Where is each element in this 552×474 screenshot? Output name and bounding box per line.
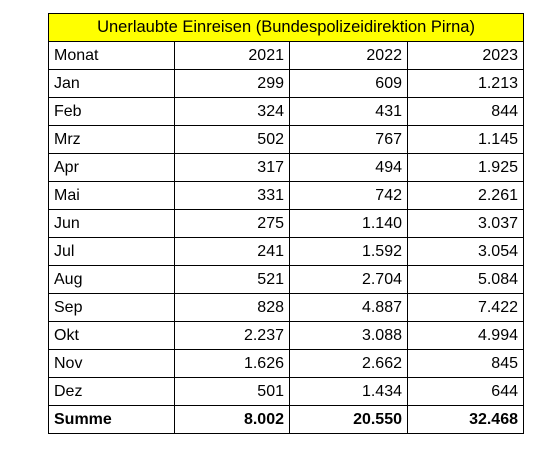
value-cell-2022: 1.592 <box>289 237 408 266</box>
value-cell-2021: 1.626 <box>174 349 290 378</box>
table-row: Jan 299 609 1.213 <box>48 69 524 98</box>
header-month: Monat <box>48 41 175 70</box>
header-year-2021: 2021 <box>174 41 290 70</box>
entries-table: Unerlaubte Einreisen (Bundespolizeidirek… <box>48 13 524 434</box>
value-cell-2021: 502 <box>174 125 290 154</box>
value-cell-2023: 845 <box>407 349 524 378</box>
value-cell-2021: 275 <box>174 209 290 238</box>
value-cell-2021: 331 <box>174 181 290 210</box>
value-cell-2023: 644 <box>407 377 524 406</box>
value-cell-2021: 299 <box>174 69 290 98</box>
table-row: Jun 275 1.140 3.037 <box>48 209 524 238</box>
month-cell: Aug <box>48 265 175 294</box>
value-cell-2023: 3.054 <box>407 237 524 266</box>
table-row: Nov 1.626 2.662 845 <box>48 349 524 378</box>
table-row: Apr 317 494 1.925 <box>48 153 524 182</box>
value-cell-2022: 609 <box>289 69 408 98</box>
month-cell: Apr <box>48 153 175 182</box>
value-cell-2023: 1.145 <box>407 125 524 154</box>
value-cell-2021: 828 <box>174 293 290 322</box>
table-row: Dez 501 1.434 644 <box>48 377 524 406</box>
value-cell-2021: 317 <box>174 153 290 182</box>
value-cell-2022: 494 <box>289 153 408 182</box>
header-row: Monat 2021 2022 2023 <box>48 41 524 70</box>
value-cell-2021: 324 <box>174 97 290 126</box>
total-row: Summe 8.002 20.550 32.468 <box>48 405 524 434</box>
value-cell-2022: 1.434 <box>289 377 408 406</box>
table-row: Mrz 502 767 1.145 <box>48 125 524 154</box>
value-cell-2021: 2.237 <box>174 321 290 350</box>
month-cell: Feb <box>48 97 175 126</box>
value-cell-2021: 241 <box>174 237 290 266</box>
value-cell-2023: 7.422 <box>407 293 524 322</box>
month-cell: Mai <box>48 181 175 210</box>
month-cell: Nov <box>48 349 175 378</box>
total-label: Summe <box>48 405 175 434</box>
total-value-2023: 32.468 <box>407 405 524 434</box>
table-title: Unerlaubte Einreisen (Bundespolizeidirek… <box>48 13 524 42</box>
value-cell-2023: 4.994 <box>407 321 524 350</box>
value-cell-2022: 2.704 <box>289 265 408 294</box>
value-cell-2023: 3.037 <box>407 209 524 238</box>
value-cell-2022: 431 <box>289 97 408 126</box>
title-row: Unerlaubte Einreisen (Bundespolizeidirek… <box>48 13 524 42</box>
value-cell-2022: 2.662 <box>289 349 408 378</box>
table-row: Okt 2.237 3.088 4.994 <box>48 321 524 350</box>
value-cell-2023: 2.261 <box>407 181 524 210</box>
header-year-2022: 2022 <box>289 41 408 70</box>
value-cell-2022: 767 <box>289 125 408 154</box>
total-value-2022: 20.550 <box>289 405 408 434</box>
value-cell-2023: 5.084 <box>407 265 524 294</box>
value-cell-2022: 1.140 <box>289 209 408 238</box>
month-cell: Jan <box>48 69 175 98</box>
table-row: Jul 241 1.592 3.054 <box>48 237 524 266</box>
table-body: Unerlaubte Einreisen (Bundespolizeidirek… <box>48 13 524 434</box>
value-cell-2021: 521 <box>174 265 290 294</box>
table-row: Sep 828 4.887 7.422 <box>48 293 524 322</box>
month-cell: Okt <box>48 321 175 350</box>
value-cell-2023: 1.925 <box>407 153 524 182</box>
month-cell: Jun <box>48 209 175 238</box>
total-value-2021: 8.002 <box>174 405 290 434</box>
table-row: Aug 521 2.704 5.084 <box>48 265 524 294</box>
table-row: Feb 324 431 844 <box>48 97 524 126</box>
month-cell: Mrz <box>48 125 175 154</box>
value-cell-2023: 1.213 <box>407 69 524 98</box>
month-cell: Sep <box>48 293 175 322</box>
table-row: Mai 331 742 2.261 <box>48 181 524 210</box>
value-cell-2022: 3.088 <box>289 321 408 350</box>
value-cell-2021: 501 <box>174 377 290 406</box>
value-cell-2022: 4.887 <box>289 293 408 322</box>
month-cell: Jul <box>48 237 175 266</box>
value-cell-2023: 844 <box>407 97 524 126</box>
value-cell-2022: 742 <box>289 181 408 210</box>
month-cell: Dez <box>48 377 175 406</box>
header-year-2023: 2023 <box>407 41 524 70</box>
